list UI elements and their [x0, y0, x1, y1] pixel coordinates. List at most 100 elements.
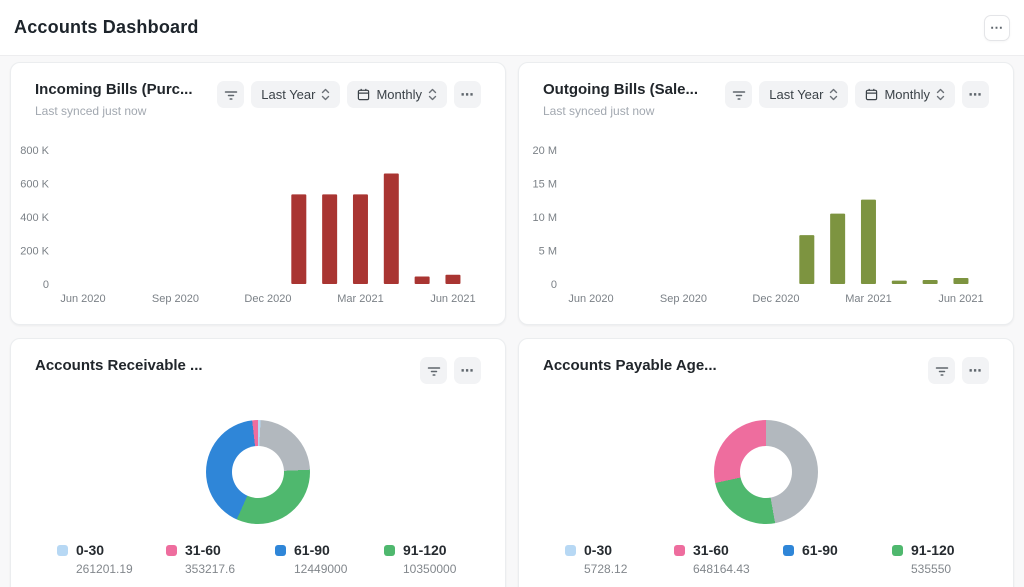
filter-icon — [935, 366, 948, 376]
filter-button[interactable] — [217, 81, 245, 108]
more-button[interactable]: ⋯ — [962, 81, 989, 108]
legend: 0-30 261201.19 31-60 353217.6 61-90 1244… — [11, 542, 505, 576]
ellipsis-icon: ⋯ — [990, 20, 1004, 35]
legend-label: 31-60 — [185, 542, 221, 558]
legend-item[interactable]: 61-90 12449000 — [275, 542, 384, 576]
calendar-icon — [866, 88, 878, 101]
donut-chart-wrap — [519, 420, 1013, 524]
granularity-label: Monthly — [884, 87, 930, 102]
bar-chart-outgoing-bills[interactable]: 20 M 15 M 10 M 5 M 0 Jun 2020 Sep 2020 Dec 2020… — [519, 132, 1013, 313]
legend-item[interactable]: 91-120 10350000 — [384, 542, 493, 576]
card-title: Accounts Receivable ... — [35, 357, 203, 374]
donut-chart-receivable-aging[interactable] — [206, 420, 310, 524]
legend-value: 648164.43 — [693, 562, 750, 576]
svg-text:800 K: 800 K — [20, 145, 49, 157]
svg-text:200 K: 200 K — [20, 245, 49, 257]
svg-text:Dec 2020: Dec 2020 — [244, 293, 291, 305]
svg-text:0: 0 — [551, 279, 557, 291]
card-title: Accounts Payable Age... — [543, 357, 717, 374]
legend-item[interactable]: 0-30 5728.12 — [565, 542, 674, 576]
card-header: Accounts Receivable ... ⋯ — [11, 339, 505, 384]
legend-label: 61-90 — [294, 542, 330, 558]
legend-item[interactable]: 61-90 — [783, 542, 892, 576]
svg-text:Jun 2020: Jun 2020 — [568, 293, 613, 305]
chevron-up-down-icon — [936, 88, 945, 101]
more-button[interactable]: ⋯ — [454, 357, 481, 384]
card-title: Incoming Bills (Purc... — [35, 81, 193, 98]
svg-text:5 M: 5 M — [539, 245, 557, 257]
filter-button[interactable] — [928, 357, 955, 384]
legend-item[interactable]: 31-60 648164.43 — [674, 542, 783, 576]
legend-label: 0-30 — [584, 542, 613, 558]
card-header: Accounts Payable Age... ⋯ — [519, 339, 1013, 384]
svg-text:Dec 2020: Dec 2020 — [752, 293, 799, 305]
card-controls: ⋯ — [928, 357, 989, 384]
legend-swatch — [166, 544, 177, 556]
card-accounts-payable: Accounts Payable Age... ⋯ 0-30 5728.12 3… — [518, 338, 1014, 587]
chevron-up-down-icon — [428, 88, 437, 101]
chevron-up-down-icon — [830, 88, 838, 101]
card-title: Outgoing Bills (Sale... — [543, 81, 699, 98]
card-controls: ⋯ — [420, 357, 481, 384]
filter-icon — [224, 90, 237, 100]
calendar-icon — [358, 88, 370, 101]
legend-swatch — [275, 544, 286, 556]
legend-value: 10350000 — [403, 562, 457, 576]
donut-chart-payable-aging[interactable] — [714, 420, 818, 524]
more-button[interactable]: ⋯ — [962, 357, 989, 384]
svg-text:Jun 2021: Jun 2021 — [430, 293, 475, 305]
svg-text:15 M: 15 M — [533, 178, 557, 190]
filter-icon — [427, 366, 440, 376]
more-button[interactable]: ⋯ — [454, 81, 481, 108]
svg-text:Sep 2020: Sep 2020 — [660, 293, 707, 305]
legend-swatch — [892, 544, 903, 556]
chevron-up-down-icon — [322, 88, 330, 101]
filter-button[interactable] — [420, 357, 447, 384]
legend-item[interactable]: 0-30 261201.19 — [57, 542, 166, 576]
donut-chart-wrap — [11, 420, 505, 524]
legend-value: 353217.6 — [185, 562, 236, 576]
card-accounts-receivable: Accounts Receivable ... ⋯ 0-30 261201.19… — [10, 338, 506, 587]
ellipsis-icon: ⋯ — [968, 363, 983, 378]
legend-swatch — [565, 544, 576, 556]
svg-text:10 M: 10 M — [533, 212, 557, 224]
legend-item[interactable]: 31-60 353217.6 — [166, 542, 275, 576]
card-subtitle: Last synced just now — [35, 103, 147, 118]
granularity-select[interactable]: Monthly — [347, 81, 447, 108]
legend-label: 0-30 — [76, 542, 105, 558]
card-header: Incoming Bills (Purc... Last synced just… — [11, 63, 505, 118]
legend-swatch — [674, 544, 685, 556]
svg-text:400 K: 400 K — [20, 212, 49, 224]
ellipsis-icon: ⋯ — [460, 87, 475, 102]
legend-value: 12449000 — [294, 562, 348, 576]
granularity-select[interactable]: Monthly — [855, 81, 955, 108]
dashboard-grid: Incoming Bills (Purc... Last synced just… — [0, 56, 1024, 587]
legend-swatch — [783, 544, 794, 556]
svg-text:0: 0 — [43, 279, 49, 291]
page-menu-button[interactable]: ⋯ — [984, 14, 1010, 41]
legend-swatch — [57, 544, 68, 556]
legend-label: 91-120 — [403, 542, 447, 558]
ellipsis-icon: ⋯ — [460, 363, 475, 378]
legend-swatch — [384, 544, 395, 556]
svg-text:Jun 2020: Jun 2020 — [60, 293, 105, 305]
period-select[interactable]: Last Year — [759, 81, 849, 108]
page-title: Accounts Dashboard — [14, 17, 199, 37]
card-outgoing-bills: Outgoing Bills (Sale... Last synced just… — [518, 62, 1014, 325]
granularity-label: Monthly — [376, 87, 422, 102]
card-controls: Last Year Monthly ⋯ — [217, 81, 481, 108]
period-label: Last Year — [769, 87, 824, 102]
legend-value: 261201.19 — [76, 562, 133, 576]
filter-button[interactable] — [725, 81, 753, 108]
period-select[interactable]: Last Year — [251, 81, 341, 108]
legend-item[interactable]: 91-120 535550 — [892, 542, 1001, 576]
card-header: Outgoing Bills (Sale... Last synced just… — [519, 63, 1013, 118]
card-controls: Last Year Monthly ⋯ — [725, 81, 989, 108]
legend-value: 535550 — [911, 562, 952, 576]
ellipsis-icon: ⋯ — [968, 87, 983, 102]
svg-text:Jun 2021: Jun 2021 — [938, 293, 983, 305]
bar-chart-incoming-bills[interactable]: 800 K 600 K 400 K 200 K 0 Jun 2020 Sep 2020 Dec… — [11, 132, 505, 313]
legend-label: 31-60 — [693, 542, 729, 558]
legend-label: 61-90 — [802, 542, 838, 558]
period-label: Last Year — [261, 87, 316, 102]
